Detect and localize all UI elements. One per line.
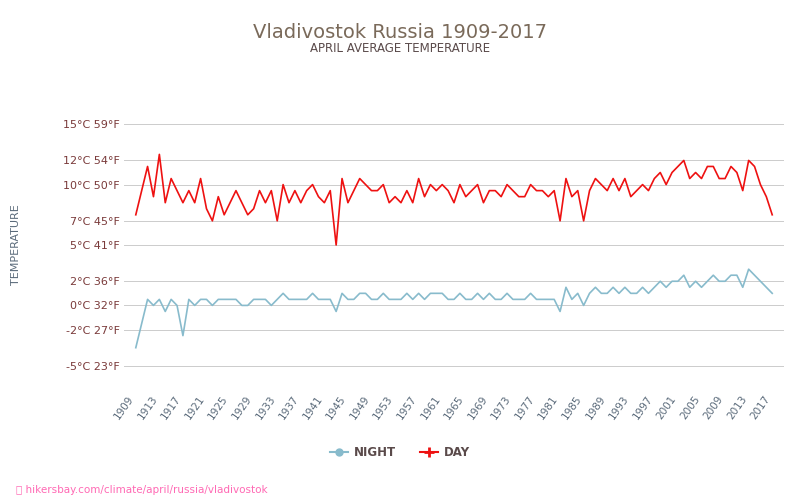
Text: Vladivostok Russia 1909-2017: Vladivostok Russia 1909-2017 [253,22,547,42]
Legend: NIGHT, DAY: NIGHT, DAY [326,442,474,464]
Y-axis label: TEMPERATURE: TEMPERATURE [11,204,22,286]
Text: 📍 hikersbay.com/climate/april/russia/vladivostok: 📍 hikersbay.com/climate/april/russia/vla… [16,485,268,495]
Text: APRIL AVERAGE TEMPERATURE: APRIL AVERAGE TEMPERATURE [310,42,490,56]
